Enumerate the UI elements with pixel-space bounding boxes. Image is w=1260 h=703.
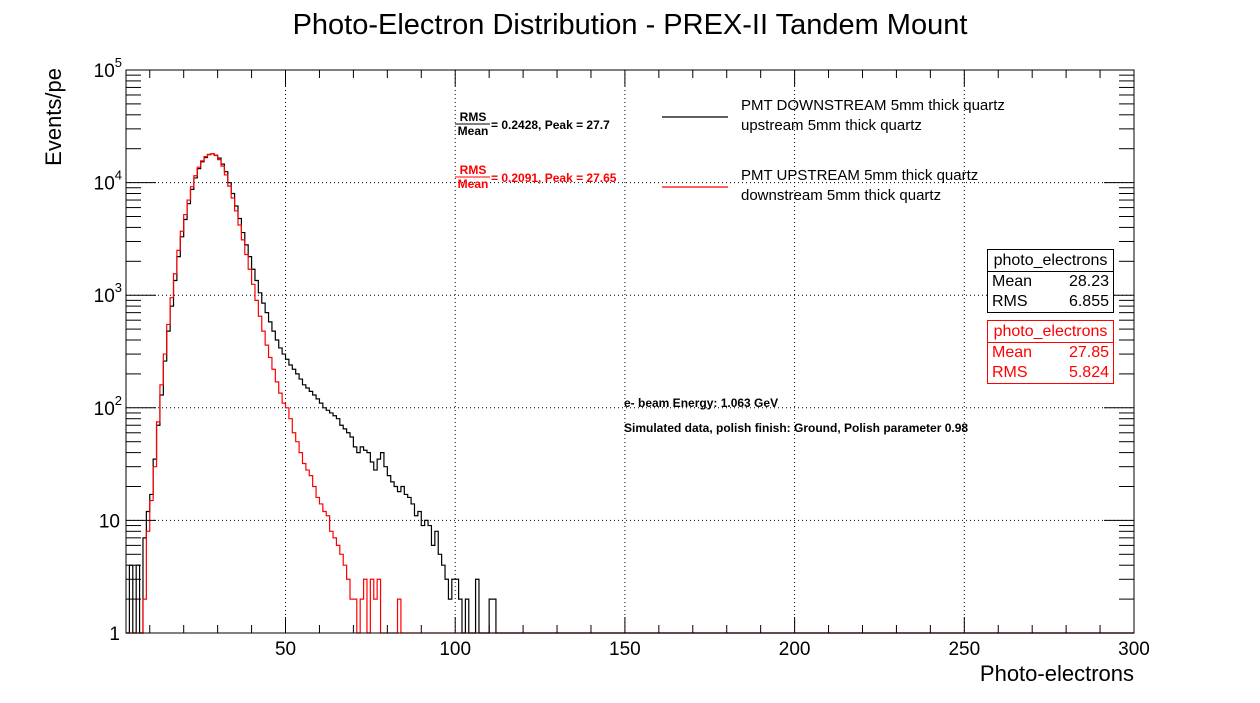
y-tick-label: 102 xyxy=(94,393,122,420)
stats-row-mean: Mean 28.23 xyxy=(988,272,1113,292)
y-tick-label: 1 xyxy=(109,624,120,645)
annotation-mean-label: Mean xyxy=(458,124,489,138)
series-layer xyxy=(126,153,1134,634)
grid-lines xyxy=(126,70,1134,633)
annotation-rms-label: RMS xyxy=(460,163,487,177)
x-tick-label: 100 xyxy=(439,639,471,660)
beam-energy-annotation: e- beam Energy: 1.063 GeV xyxy=(624,396,778,410)
stats-mean-label: Mean xyxy=(992,344,1033,361)
stats-box-black: photo_electrons Mean 28.23 RMS 6.855 xyxy=(987,249,1114,313)
annotation-mean-label: Mean xyxy=(458,177,489,191)
ratio-annotation-red: RMS Mean = 0.2091, Peak = 27.65 xyxy=(455,163,617,191)
chart-title: Photo-Electron Distribution - PREX-II Ta… xyxy=(293,9,968,41)
y-tick-label: 104 xyxy=(94,168,122,195)
stats-rms-label: RMS xyxy=(992,293,1028,310)
annotation-rms-label: RMS xyxy=(460,110,487,124)
histogram-series-black xyxy=(126,153,500,634)
y-tick-label: 105 xyxy=(94,55,122,82)
axes: 50 100 150 200 250 300 1 10 102 103 104 105 xyxy=(94,55,1150,660)
stats-row-rms: RMS 5.824 xyxy=(988,363,1113,383)
x-tick-label: 150 xyxy=(609,639,641,660)
legend-entry-label: PMT DOWNSTREAM 5mm thick quartz xyxy=(741,97,1005,114)
x-tick-label: 200 xyxy=(779,639,811,660)
plot-frame xyxy=(125,69,1135,634)
ratio-annotation-black: RMS Mean = 0.2428, Peak = 27.7 xyxy=(455,110,610,138)
stats-rms-label: RMS xyxy=(992,364,1028,381)
stats-mean-label: Mean xyxy=(992,273,1033,290)
x-tick-label: 50 xyxy=(275,639,296,660)
legend: PMT DOWNSTREAM 5mm thick quartz upstream… xyxy=(662,97,1005,204)
y-axis-label: Events/pe xyxy=(41,68,66,166)
stats-rms-value: 5.824 xyxy=(1068,364,1109,381)
x-axis-label: Photo-electrons xyxy=(980,661,1134,686)
simulation-annotation: Simulated data, polish finish: Ground, P… xyxy=(624,421,968,435)
annotation-ratio-text: = 0.2091, Peak = 27.65 xyxy=(491,171,617,185)
stats-mean-value: 27.85 xyxy=(1068,344,1109,361)
y-tick-label: 103 xyxy=(94,280,122,307)
legend-entry-label: upstream 5mm thick quartz xyxy=(741,117,922,134)
legend-entry-label: PMT UPSTREAM 5mm thick quartz xyxy=(741,167,978,184)
stats-box-red: photo_electrons Mean 27.85 RMS 5.824 xyxy=(987,320,1114,384)
histogram-series-red xyxy=(126,153,405,634)
stats-rms-value: 6.855 xyxy=(1068,293,1109,310)
stats-row-rms: RMS 6.855 xyxy=(988,292,1113,312)
stats-row-mean: Mean 27.85 xyxy=(988,343,1113,363)
legend-entry-label: downstream 5mm thick quartz xyxy=(741,187,941,204)
y-tick-label: 10 xyxy=(99,511,120,532)
x-tick-label: 250 xyxy=(948,639,980,660)
stats-box-title: photo_electrons xyxy=(988,321,1113,343)
x-tick-label: 300 xyxy=(1118,639,1150,660)
stats-box-title: photo_electrons xyxy=(988,250,1113,272)
stats-mean-value: 28.23 xyxy=(1068,273,1109,290)
annotation-ratio-text: = 0.2428, Peak = 27.7 xyxy=(491,118,610,132)
